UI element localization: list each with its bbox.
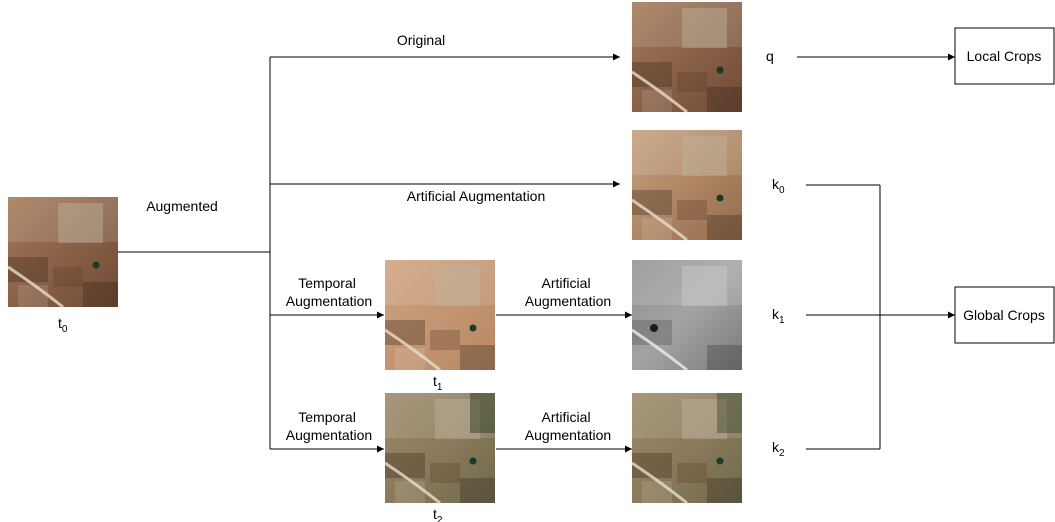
image-t0 [6,195,120,309]
image-t1-artificial [631,260,742,372]
label-artificial-augmentation-1: Artificial Augmentation [525,275,611,309]
image-t2-artificial [630,391,744,505]
local-crops-label: Local Crops [967,48,1042,64]
label-artificial-augmentation-2: Artificial Augmentation [525,409,611,443]
label-artificial-augmentation: Artificial Augmentation [407,188,546,204]
output-k0: k0 [772,176,785,196]
output-k2: k2 [772,439,785,459]
caption-t2: t2 [433,506,443,522]
label-temporal-augmentation-1: Temporal Augmentation [286,275,372,309]
label-temporal-augmentation-2: Temporal Augmentation [286,409,372,443]
caption-t0: t0 [58,315,68,335]
global-crops-label: Global Crops [963,307,1045,323]
label-original: Original [397,32,445,48]
output-q: q [766,48,774,64]
label-augmented: Augmented [146,198,218,214]
image-original [630,0,744,114]
output-k1: k1 [772,306,785,326]
image-t1 [383,258,497,372]
image-t2 [383,391,497,505]
local-crops-box: Local Crops [954,27,1055,85]
caption-t1: t1 [433,373,443,393]
global-crops-box: Global Crops [954,286,1055,344]
image-artificial-augmentation [630,128,744,242]
connectors [118,53,955,453]
